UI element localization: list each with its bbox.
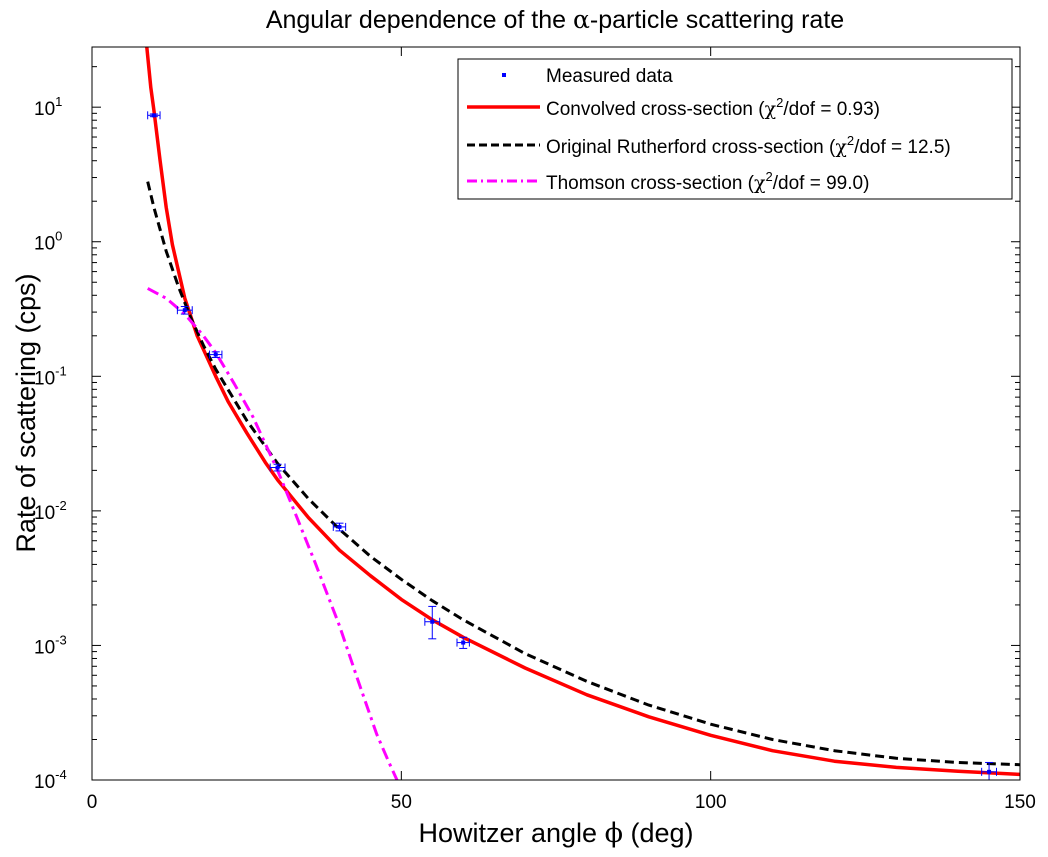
data-marker: [987, 769, 992, 774]
y-tick-exponent: 0: [55, 229, 62, 244]
data-marker: [430, 619, 435, 624]
data-marker: [213, 352, 218, 357]
y-tick-base: 10: [34, 772, 55, 793]
y-tick-exponent: 1: [55, 94, 62, 109]
legend-label-measured: Measured data: [546, 66, 673, 87]
y-axis-label: Rate of scattering (cps): [11, 273, 41, 552]
data-point: [269, 463, 286, 472]
y-tick-base: 10: [34, 368, 55, 389]
legend-item-convolved: Convolved cross-section (χ2/dof = 0.93): [467, 95, 880, 120]
x-tick-label: 100: [695, 792, 727, 813]
legend-item-measured: Measured data: [502, 66, 673, 87]
data-marker: [461, 640, 466, 645]
y-tick-label: 101: [34, 94, 62, 120]
y-tick-label: 10-2: [34, 498, 67, 524]
data-point: [456, 636, 470, 649]
y-tick-label: 100: [34, 229, 62, 255]
x-axis-label: Howitzer angle ϕ (deg): [418, 818, 693, 849]
x-tick-label: 150: [1004, 792, 1036, 813]
data-marker: [151, 113, 156, 118]
y-tick-base: 10: [34, 637, 55, 658]
x-axis: 0 50 100 150: [87, 47, 1036, 813]
x-tick-label: 50: [391, 792, 412, 813]
data-point: [176, 306, 193, 315]
data-marker: [337, 524, 342, 529]
legend: Measured data Convolved cross-section (χ…: [457, 58, 1013, 200]
points-layer: [147, 111, 997, 781]
legend-item-rutherford: Original Rutherford cross-section (χ2/do…: [467, 133, 951, 158]
y-tick-label: 10-1: [34, 363, 67, 389]
series-line-original-rutherford-cross-section: [146, 181, 1020, 767]
y-tick-base: 10: [34, 99, 55, 120]
y-tick-label: 10-3: [34, 632, 67, 658]
chart-title: Angular dependence of the α-particle sca…: [266, 5, 844, 34]
y-tick-exponent: -2: [55, 498, 67, 513]
data-point: [209, 350, 223, 359]
y-tick-base: 10: [34, 503, 55, 524]
title-alpha-symbol: α: [573, 5, 590, 34]
data-point: [147, 111, 161, 120]
x-tick-label: 0: [87, 792, 98, 813]
y-tick-exponent: -4: [55, 767, 67, 782]
xlabel-phi-symbol: ϕ: [605, 818, 623, 849]
legend-label-thomson: Thomson cross-section (χ2/dof = 99.0): [546, 169, 869, 194]
legend-box: [457, 58, 1013, 200]
legend-label-rutherford: Original Rutherford cross-section (χ2/do…: [546, 133, 951, 158]
data-point: [332, 522, 347, 532]
series-line-convolved-cross-section: [145, 47, 1020, 777]
legend-label-convolved: Convolved cross-section (χ2/dof = 0.93): [546, 95, 880, 120]
legend-marker-measured: [502, 73, 506, 77]
data-point: [424, 605, 441, 640]
plot-frame: [91, 46, 1021, 781]
y-tick-exponent: -3: [55, 632, 67, 647]
data-marker: [182, 308, 187, 313]
y-tick-exponent: -1: [55, 363, 67, 378]
y-tick-label: 10-4: [34, 767, 67, 793]
legend-item-thomson: Thomson cross-section (χ2/dof = 99.0): [467, 169, 869, 194]
y-tick-base: 10: [34, 234, 55, 255]
data-marker: [275, 465, 280, 470]
